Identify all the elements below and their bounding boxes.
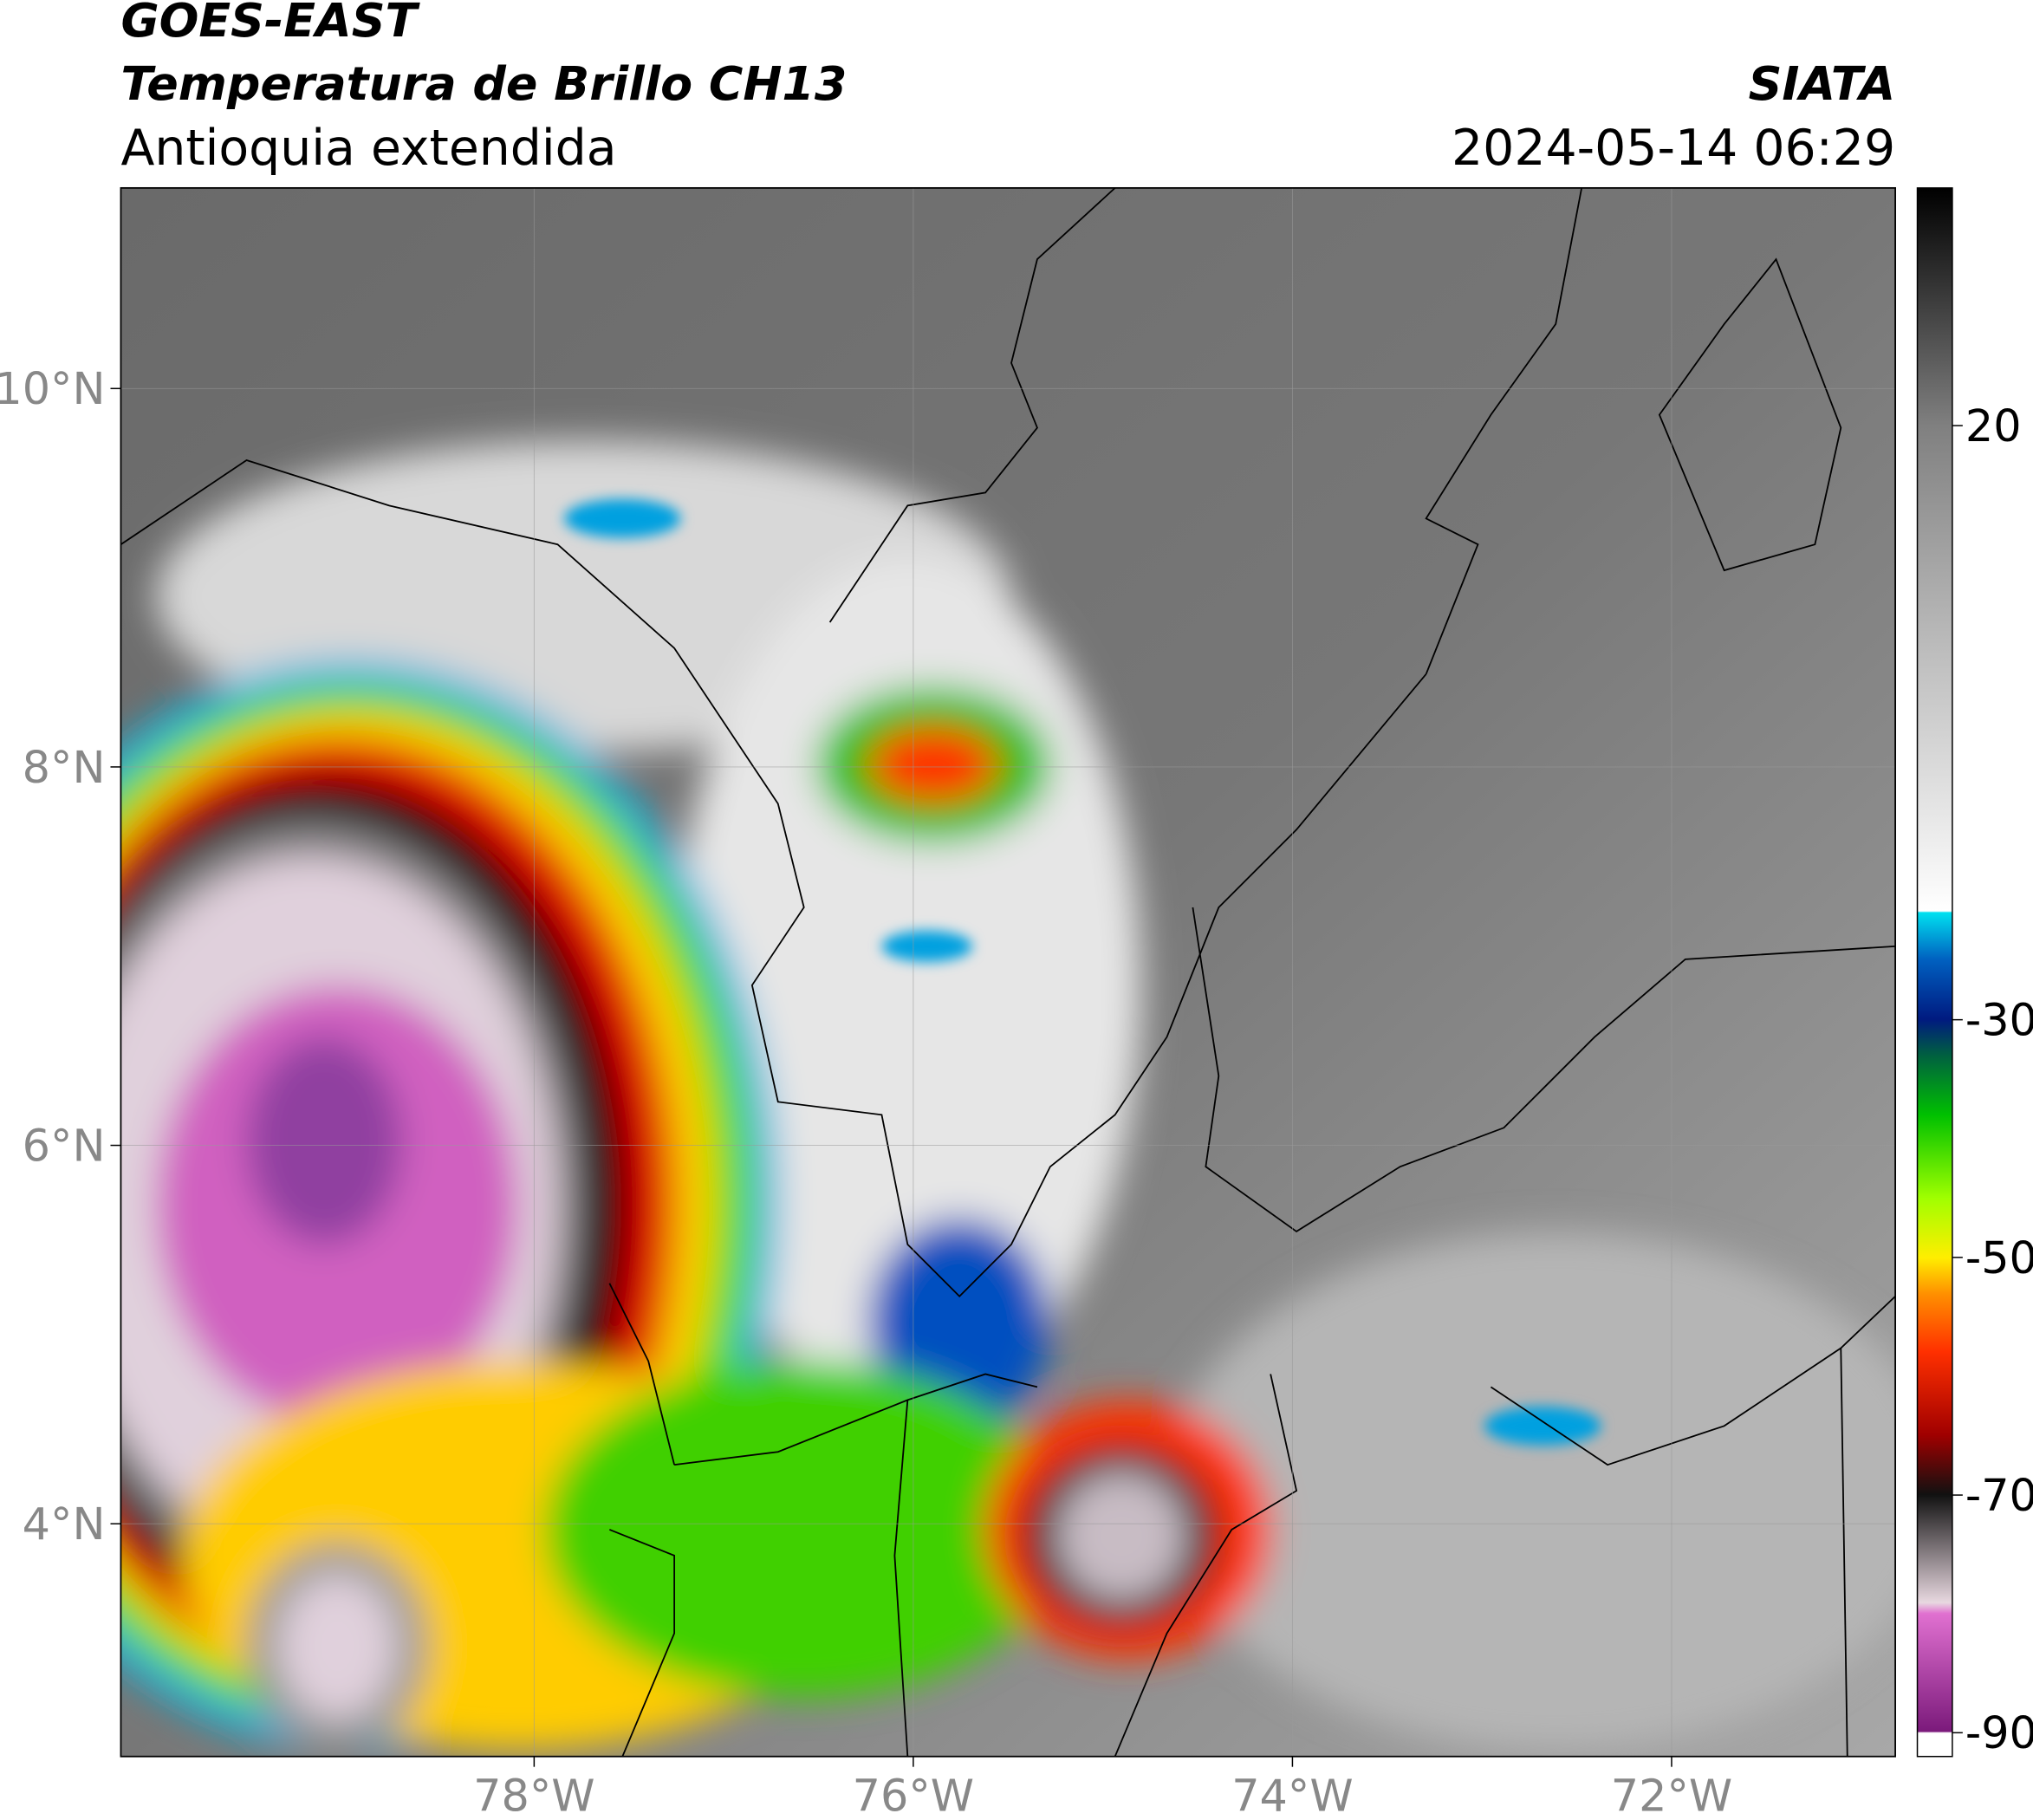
grid [120, 187, 1896, 1757]
map-frame [120, 186, 1896, 1758]
region: Antioquia extendida [120, 120, 616, 177]
title: GOES-EAST [120, 0, 420, 48]
x-tick-label: 76°W [853, 1771, 974, 1820]
x-tick-label: 74°W [1231, 1771, 1353, 1820]
colorbar-tick-label: -90 [1965, 1707, 2033, 1758]
colorbar-tick-label: -70 [1965, 1470, 2033, 1521]
colorbar [1916, 187, 1953, 1758]
colorbar-tick-label: -50 [1965, 1232, 2033, 1284]
colorbar-tick-label: 20 [1965, 400, 2022, 452]
y-tick-label: 10°N [0, 363, 106, 414]
subtitle: Temperatura de Brillo CH13 [120, 56, 847, 111]
colorbar-tick-label: -30 [1965, 995, 2033, 1046]
y-tick-label: 6°N [23, 1121, 106, 1172]
y-tick-label: 8°N [23, 742, 106, 793]
x-tick-label: 72°W [1611, 1771, 1732, 1820]
satellite-image [120, 187, 1896, 1757]
source: SIATA [1749, 56, 1896, 111]
datetime: 2024-05-14 06:29 [1452, 120, 1895, 177]
y-tick-label: 4°N [23, 1498, 106, 1550]
x-tick-label: 78°W [473, 1771, 594, 1820]
